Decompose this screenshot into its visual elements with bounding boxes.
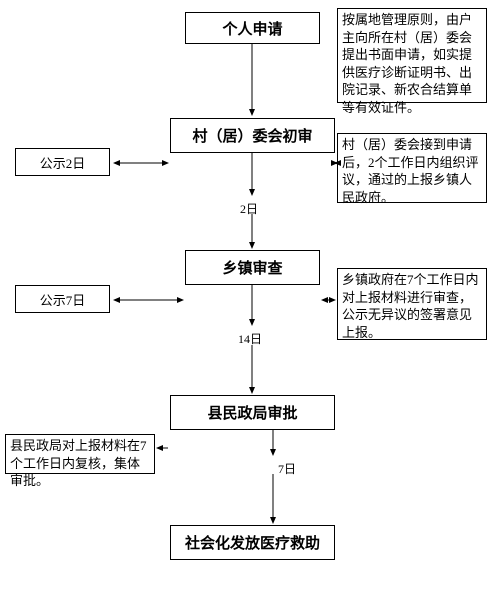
publicity-7-days: 公示7日 (15, 285, 110, 313)
step5-label: 社会化发放医疗救助 (185, 532, 320, 553)
step1-label: 个人申请 (222, 18, 282, 39)
edge-label-2days: 2日 (240, 200, 258, 217)
edge-label-14days: 14日 (238, 330, 262, 347)
step-county-approval: 县民政局审批 (170, 395, 335, 430)
step4-label: 县民政局审批 (207, 402, 297, 423)
step-township-review: 乡镇审查 (185, 250, 320, 285)
step2-label: 村（居）委会初审 (192, 125, 312, 146)
step-personal-application: 个人申请 (185, 12, 320, 44)
note-village-review: 村（居）委会接到申请后，2个工作日内组织评议，通过的上报乡镇人民政府。 (337, 133, 487, 203)
note3-text: 乡镇政府在7个工作日内对上报材料进行审查，公示无异议的签署意见上报。 (342, 271, 482, 341)
note2-text: 村（居）委会接到申请后，2个工作日内组织评议，通过的上报乡镇人民政府。 (342, 136, 482, 206)
edge-label-7days: 7日 (278, 460, 296, 477)
note1-text: 按属地管理原则，由户主向所在村（居）委会提出书面申请，如实提供医疗诊断证明书、出… (342, 11, 482, 116)
step-disburse-aid: 社会化发放医疗救助 (170, 525, 335, 560)
note-county-approval: 县民政局对上报材料在7个工作日内复核，集体审批。 (5, 434, 155, 474)
pub7-label: 公示7日 (40, 290, 86, 309)
note-township-review: 乡镇政府在7个工作日内对上报材料进行审查，公示无异议的签署意见上报。 (337, 268, 487, 340)
note4-text: 县民政局对上报材料在7个工作日内复核，集体审批。 (10, 437, 150, 490)
step3-label: 乡镇审查 (222, 257, 282, 278)
note-personal-application: 按属地管理原则，由户主向所在村（居）委会提出书面申请，如实提供医疗诊断证明书、出… (337, 8, 487, 103)
publicity-2-days: 公示2日 (15, 148, 110, 176)
pub2-label: 公示2日 (40, 153, 86, 172)
step-village-review: 村（居）委会初审 (170, 118, 335, 153)
